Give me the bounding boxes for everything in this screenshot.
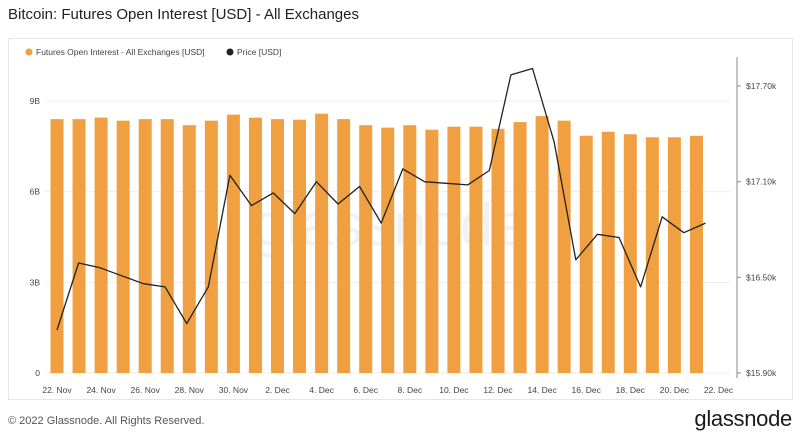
x-tick-label: 16. Dec <box>572 385 602 395</box>
x-tick-label: 26. Nov <box>131 385 161 395</box>
x-tick-label: 8. Dec <box>398 385 423 395</box>
x-tick-label: 6. Dec <box>353 385 378 395</box>
oi-bar <box>447 126 461 373</box>
price-line <box>56 67 706 331</box>
left-tick-label: 6B <box>30 187 41 197</box>
oi-bar <box>689 135 703 373</box>
chart-title: Bitcoin: Futures Open Interest [USD] - A… <box>8 6 359 23</box>
oi-bar <box>579 135 593 373</box>
left-axis: 0 3B 6B 9B <box>30 96 41 378</box>
oi-bar <box>645 137 659 373</box>
legend: Futures Open Interest - All Exchanges [U… <box>25 47 281 57</box>
oi-bar <box>359 125 373 373</box>
chart-frame <box>8 38 793 400</box>
x-tick-label: 12. Dec <box>483 385 513 395</box>
oi-bar <box>557 120 571 374</box>
legend-price-marker <box>226 48 234 56</box>
left-tick-label: 3B <box>30 277 41 287</box>
legend-price-label: Price [USD] <box>237 47 281 57</box>
oi-bar <box>138 119 152 373</box>
x-tick-label: 20. Dec <box>660 385 690 395</box>
oi-bar <box>469 126 483 373</box>
x-tick-label: 24. Nov <box>86 385 116 395</box>
right-tick-label: $16.50k <box>746 272 777 282</box>
oi-bar <box>667 137 681 373</box>
x-tick-label: 18. Dec <box>616 385 646 395</box>
right-axis: $15.90k $16.50k $17.10k $17.70k <box>736 57 777 378</box>
brand-logo: glassnode <box>694 406 792 431</box>
x-tick-label: 30. Nov <box>219 385 249 395</box>
oi-bar <box>94 117 108 373</box>
legend-oi-marker <box>25 48 33 56</box>
x-tick-label: 28. Nov <box>175 385 205 395</box>
oi-bar <box>381 127 395 374</box>
oi-bar <box>182 125 196 373</box>
oi-bar <box>293 119 307 373</box>
oi-bar <box>50 119 64 373</box>
legend-oi-label: Futures Open Interest - All Exchanges [U… <box>36 47 205 57</box>
x-tick-label: 22. Nov <box>42 385 72 395</box>
oi-bar <box>248 117 262 373</box>
oi-bar <box>160 119 174 373</box>
oi-bar <box>425 129 439 373</box>
x-axis: 22. Nov 24. Nov 26. Nov 28. Nov 30. Nov 2. De… <box>42 385 734 395</box>
oi-bar <box>204 120 218 374</box>
right-tick-label: $17.10k <box>746 177 777 187</box>
x-tick-label: 4. Dec <box>309 385 334 395</box>
price-series-line <box>56 67 706 331</box>
oi-bar <box>623 134 637 373</box>
x-tick-label: 10. Dec <box>439 385 469 395</box>
oi-bar <box>72 119 86 373</box>
oi-bar <box>601 131 615 373</box>
oi-bar <box>116 120 130 374</box>
x-tick-label: 14. Dec <box>527 385 557 395</box>
right-tick-label: $15.90k <box>746 368 777 378</box>
x-tick-label: 22. Dec <box>704 385 734 395</box>
oi-bar <box>271 119 284 373</box>
bars <box>50 113 703 374</box>
left-tick-label: 0 <box>35 368 40 378</box>
oi-bar <box>337 119 351 373</box>
copyright: © 2022 Glassnode. All Rights Reserved. <box>8 415 205 427</box>
oi-bar <box>403 125 417 373</box>
right-tick-label: $17.70k <box>746 81 777 91</box>
oi-bar <box>535 116 549 373</box>
oi-bar <box>491 128 505 373</box>
oi-bar <box>226 114 240 373</box>
x-tick-label: 2. Dec <box>265 385 290 395</box>
oi-bar <box>315 113 329 374</box>
left-tick-label: 9B <box>30 96 41 106</box>
oi-bar <box>513 122 527 374</box>
